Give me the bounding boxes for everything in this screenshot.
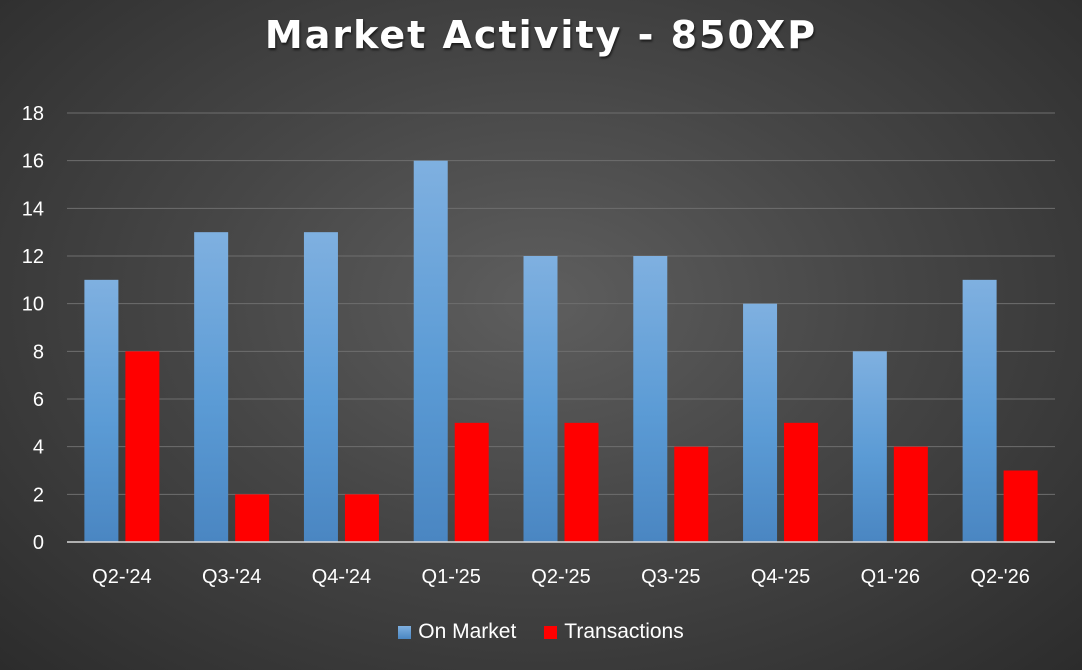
y-tick-label: 0 xyxy=(33,532,44,554)
legend-swatch-on-market xyxy=(398,625,412,639)
bar-on-market xyxy=(743,303,778,542)
bar-transactions xyxy=(893,446,928,542)
x-tick-label: Q2-'26 xyxy=(970,566,1029,588)
bar-transactions xyxy=(454,422,489,542)
bar-transactions xyxy=(1003,470,1038,542)
legend-swatch-transactions xyxy=(544,625,558,639)
y-tick-label: 8 xyxy=(33,341,44,363)
bar-on-market xyxy=(413,160,448,542)
x-tick-label: Q4-'24 xyxy=(312,566,371,588)
bar-on-market xyxy=(852,351,887,542)
bar-on-market xyxy=(194,232,229,542)
bar-transactions xyxy=(784,422,819,542)
y-tick-label: 18 xyxy=(22,103,44,125)
bar-on-market xyxy=(523,256,558,542)
bar-on-market xyxy=(303,232,338,542)
x-tick-label: Q1-'26 xyxy=(861,566,920,588)
bar-on-market xyxy=(84,279,119,542)
bar-transactions xyxy=(674,446,709,542)
y-tick-label: 14 xyxy=(22,198,44,220)
legend-item-transactions: Transactions xyxy=(544,620,684,644)
legend: On Market Transactions xyxy=(0,618,1082,646)
legend-item-on-market: On Market xyxy=(398,620,516,644)
y-tick-label: 16 xyxy=(22,151,44,173)
x-tick-label: Q2-'24 xyxy=(92,566,151,588)
y-tick-label: 6 xyxy=(33,389,44,411)
x-tick-label: Q3-'24 xyxy=(202,566,261,588)
bar-transactions xyxy=(125,351,160,542)
bar-on-market xyxy=(962,279,997,542)
x-tick-label: Q1-'25 xyxy=(422,566,481,588)
y-tick-label: 2 xyxy=(33,484,44,506)
y-tick-label: 12 xyxy=(22,246,44,268)
y-tick-label: 4 xyxy=(33,437,44,459)
y-tick-label: 10 xyxy=(22,294,44,316)
x-tick-label: Q3-'25 xyxy=(641,566,700,588)
bar-transactions xyxy=(564,422,599,542)
bar-transactions xyxy=(235,494,270,542)
legend-label-transactions: Transactions xyxy=(564,620,684,643)
x-tick-label: Q4-'25 xyxy=(751,566,810,588)
legend-label-on-market: On Market xyxy=(418,620,517,643)
bar-on-market xyxy=(633,256,668,542)
chart-title: Market Activity - 850XP xyxy=(264,13,818,57)
x-tick-label: Q2-'25 xyxy=(531,566,590,588)
bar-transactions xyxy=(344,494,379,542)
